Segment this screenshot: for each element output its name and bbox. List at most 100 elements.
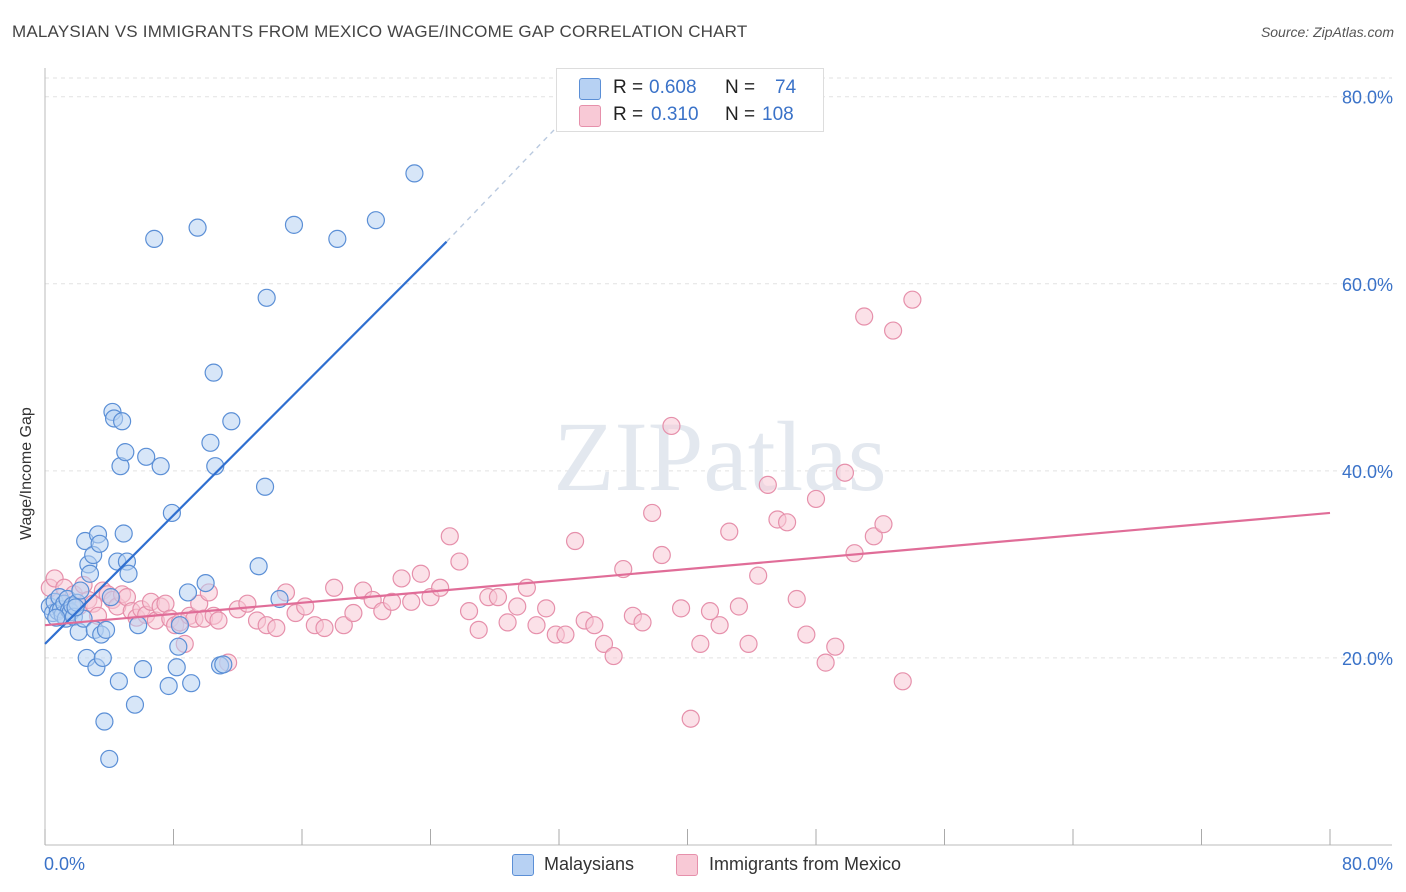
correlation-legend: R = 0.608 N = 74 R = 0.310 N = 108	[556, 68, 824, 132]
data-point-malaysian	[95, 712, 114, 731]
legend-swatch-pink	[579, 105, 601, 127]
chart-title: MALAYSIAN VS IMMIGRANTS FROM MEXICO WAGE…	[12, 22, 748, 41]
data-point-mexico	[488, 588, 508, 607]
data-point-malaysian	[137, 447, 156, 466]
data-point-malaysian	[328, 229, 347, 248]
data-point-mexico	[402, 592, 421, 611]
data-point-malaysian	[125, 695, 145, 714]
data-point-mexico	[459, 602, 479, 621]
watermark: ZIPatlas	[553, 401, 886, 512]
data-point-malaysian	[71, 581, 90, 600]
data-point-malaysian	[101, 588, 120, 607]
data-point-malaysian	[167, 658, 186, 677]
data-point-mexico	[671, 599, 691, 618]
legend-n-label: N =	[725, 104, 756, 125]
data-point-mexico	[585, 616, 604, 635]
trend-extension-malaysians	[446, 124, 560, 243]
data-point-mexico	[681, 709, 700, 728]
y-tick-label: 20.0%	[1342, 649, 1393, 669]
data-point-mexico	[826, 637, 845, 656]
data-point-mexico	[806, 489, 826, 509]
series-malaysians	[40, 164, 424, 769]
data-point-mexico	[344, 603, 363, 623]
data-point-malaysian	[96, 620, 116, 639]
y-tick-labels: 20.0% 40.0% 60.0% 80.0%	[1342, 88, 1393, 669]
data-point-mexico	[537, 599, 556, 618]
data-point-mexico	[855, 307, 874, 326]
data-point-malaysian	[133, 660, 153, 679]
data-point-mexico	[749, 566, 768, 585]
data-point-mexico	[238, 594, 257, 613]
legend-r-value: 0.310	[651, 104, 699, 125]
data-point-mexico	[411, 564, 430, 583]
legend-n-value: 74	[775, 77, 797, 98]
data-point-mexico	[777, 513, 797, 532]
data-point-malaysian	[109, 672, 128, 691]
data-point-mexico	[691, 634, 710, 653]
grid-lines	[45, 77, 1392, 659]
data-point-mexico	[700, 602, 720, 621]
legend-swatch-blue	[579, 78, 601, 100]
data-point-mexico	[334, 616, 353, 635]
data-point-malaysian	[222, 412, 241, 431]
x-tick-label: 0.0%	[44, 854, 85, 874]
data-point-malaysian	[93, 648, 112, 668]
data-point-malaysian	[201, 433, 220, 452]
data-point-mexico	[382, 592, 402, 611]
data-point-malaysian	[112, 412, 132, 431]
data-point-malaysian	[284, 215, 304, 234]
series-immigrants-from-mexico	[40, 290, 922, 728]
data-point-mexico	[527, 616, 546, 635]
data-point-mexico	[652, 545, 671, 565]
data-point-mexico	[450, 552, 469, 571]
data-point-mexico	[325, 578, 344, 597]
data-point-malaysian	[188, 218, 207, 237]
data-point-mexico	[797, 625, 816, 644]
data-point-mexico	[816, 653, 835, 672]
data-point-malaysian	[170, 616, 190, 635]
data-point-malaysian	[116, 443, 135, 462]
data-point-malaysian	[196, 573, 215, 593]
data-point-malaysian	[178, 583, 198, 602]
y-axis-title: Wage/Income Gap	[18, 407, 35, 540]
data-point-mexico	[720, 522, 739, 541]
legend-r-value: 0.608	[649, 77, 697, 98]
data-point-mexico	[662, 416, 681, 436]
data-point-mexico	[267, 618, 286, 638]
data-point-malaysian	[257, 288, 276, 307]
data-point-malaysian	[169, 637, 188, 656]
data-point-malaysian	[182, 674, 201, 693]
data-point-mexico	[893, 672, 912, 691]
trend-line-malaysians	[44, 240, 448, 645]
data-point-malaysian	[405, 164, 424, 183]
data-point-malaysian	[204, 363, 223, 382]
data-point-malaysian	[80, 564, 100, 583]
data-point-mexico	[710, 616, 729, 635]
data-point-malaysian	[151, 457, 170, 476]
x-tick-labels: 0.0% 80.0%	[44, 854, 1393, 874]
data-point-mexico	[787, 589, 806, 609]
data-point-mexico	[209, 611, 228, 630]
data-point-mexico	[835, 463, 855, 482]
data-point-mexico	[643, 503, 662, 523]
data-point-malaysian	[249, 557, 268, 576]
legend-label-mexico: Immigrants from Mexico	[709, 854, 902, 874]
data-point-mexico	[739, 634, 758, 653]
data-point-mexico	[758, 475, 777, 494]
data-point-malaysian	[162, 503, 181, 523]
legend-n-value: 108	[762, 104, 794, 125]
data-point-mexico	[633, 613, 652, 632]
data-point-malaysian	[145, 229, 164, 248]
source-label: Source: ZipAtlas.com	[1260, 24, 1394, 40]
data-point-mexico	[883, 321, 903, 340]
legend-r-label: R =	[613, 77, 644, 98]
data-point-malaysian	[129, 616, 148, 635]
data-point-malaysian	[214, 655, 233, 674]
data-point-mexico	[874, 515, 893, 534]
data-point-mexico	[392, 569, 411, 588]
data-point-mexico	[508, 597, 527, 616]
y-tick-label: 40.0%	[1342, 462, 1393, 482]
data-point-malaysian	[255, 477, 275, 496]
data-point-mexico	[469, 620, 488, 639]
